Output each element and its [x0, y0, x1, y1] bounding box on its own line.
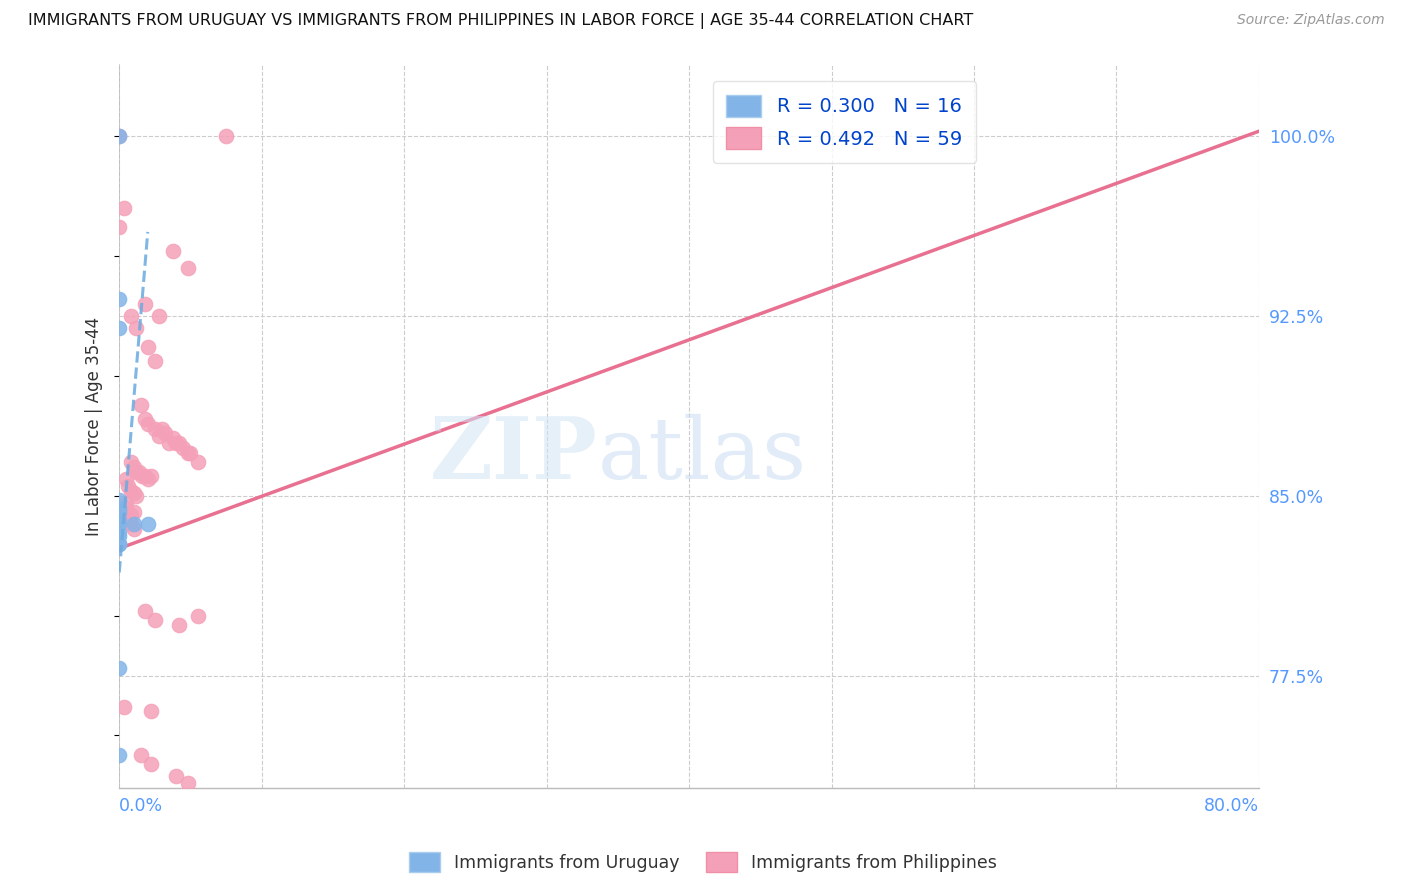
Point — [120, 483, 142, 498]
Point — [125, 321, 148, 335]
Point — [136, 340, 159, 354]
Point — [136, 472, 159, 486]
Point — [128, 465, 150, 479]
Point — [108, 747, 131, 762]
Point — [134, 469, 156, 483]
Point — [162, 431, 184, 445]
Point — [143, 613, 166, 627]
Text: atlas: atlas — [598, 414, 807, 497]
Point — [131, 469, 153, 483]
Point — [108, 292, 131, 306]
Point — [139, 757, 162, 772]
Text: 0.0%: 0.0% — [120, 797, 163, 814]
Point — [117, 513, 139, 527]
Point — [108, 529, 131, 543]
Point — [139, 469, 162, 483]
Point — [122, 486, 145, 500]
Point — [112, 201, 135, 215]
Point — [120, 517, 142, 532]
Text: IMMIGRANTS FROM URUGUAY VS IMMIGRANTS FROM PHILIPPINES IN LABOR FORCE | AGE 35-4: IMMIGRANTS FROM URUGUAY VS IMMIGRANTS FR… — [28, 13, 973, 29]
Point — [162, 244, 184, 258]
Point — [179, 445, 201, 459]
Point — [143, 354, 166, 368]
Point — [165, 769, 187, 783]
Point — [176, 260, 198, 275]
Point — [117, 508, 139, 522]
Point — [108, 500, 131, 515]
Point — [125, 465, 148, 479]
Point — [122, 517, 145, 532]
Point — [157, 436, 180, 450]
Point — [136, 417, 159, 431]
Text: ZIP: ZIP — [430, 413, 598, 497]
Point — [120, 309, 142, 323]
Point — [122, 459, 145, 474]
Point — [150, 421, 173, 435]
Legend: R = 0.300   N = 16, R = 0.492   N = 59: R = 0.300 N = 16, R = 0.492 N = 59 — [713, 81, 976, 163]
Point — [143, 421, 166, 435]
Point — [108, 524, 131, 539]
Point — [108, 128, 131, 143]
Point — [108, 536, 131, 550]
Point — [148, 309, 170, 323]
Point — [176, 445, 198, 459]
Point — [115, 496, 138, 510]
Point — [134, 297, 156, 311]
Point — [148, 428, 170, 442]
Point — [125, 489, 148, 503]
Point — [120, 508, 142, 522]
Point — [115, 500, 138, 515]
Point — [108, 321, 131, 335]
Point — [108, 128, 131, 143]
Point — [108, 493, 131, 508]
Point — [108, 220, 131, 235]
Text: Source: ZipAtlas.com: Source: ZipAtlas.com — [1237, 13, 1385, 28]
Point — [172, 441, 194, 455]
Point — [108, 536, 131, 550]
Point — [167, 618, 190, 632]
Point — [215, 128, 238, 143]
Point — [134, 412, 156, 426]
Point — [167, 436, 190, 450]
Point — [136, 517, 159, 532]
Point — [108, 513, 131, 527]
Point — [122, 522, 145, 536]
Point — [187, 455, 209, 469]
Point — [129, 747, 152, 762]
Point — [165, 436, 187, 450]
Point — [115, 472, 138, 486]
Text: 80.0%: 80.0% — [1204, 797, 1258, 814]
Legend: Immigrants from Uruguay, Immigrants from Philippines: Immigrants from Uruguay, Immigrants from… — [402, 845, 1004, 879]
Point — [108, 517, 131, 532]
Point — [117, 479, 139, 493]
Point — [134, 604, 156, 618]
Point — [115, 513, 138, 527]
Point — [108, 506, 131, 520]
Point — [120, 455, 142, 469]
Point — [112, 699, 135, 714]
Point — [108, 661, 131, 675]
Point — [153, 426, 176, 441]
Point — [176, 776, 198, 790]
Point — [122, 506, 145, 520]
Point — [187, 608, 209, 623]
Y-axis label: In Labor Force | Age 35-44: In Labor Force | Age 35-44 — [86, 317, 103, 536]
Point — [139, 705, 162, 719]
Point — [129, 398, 152, 412]
